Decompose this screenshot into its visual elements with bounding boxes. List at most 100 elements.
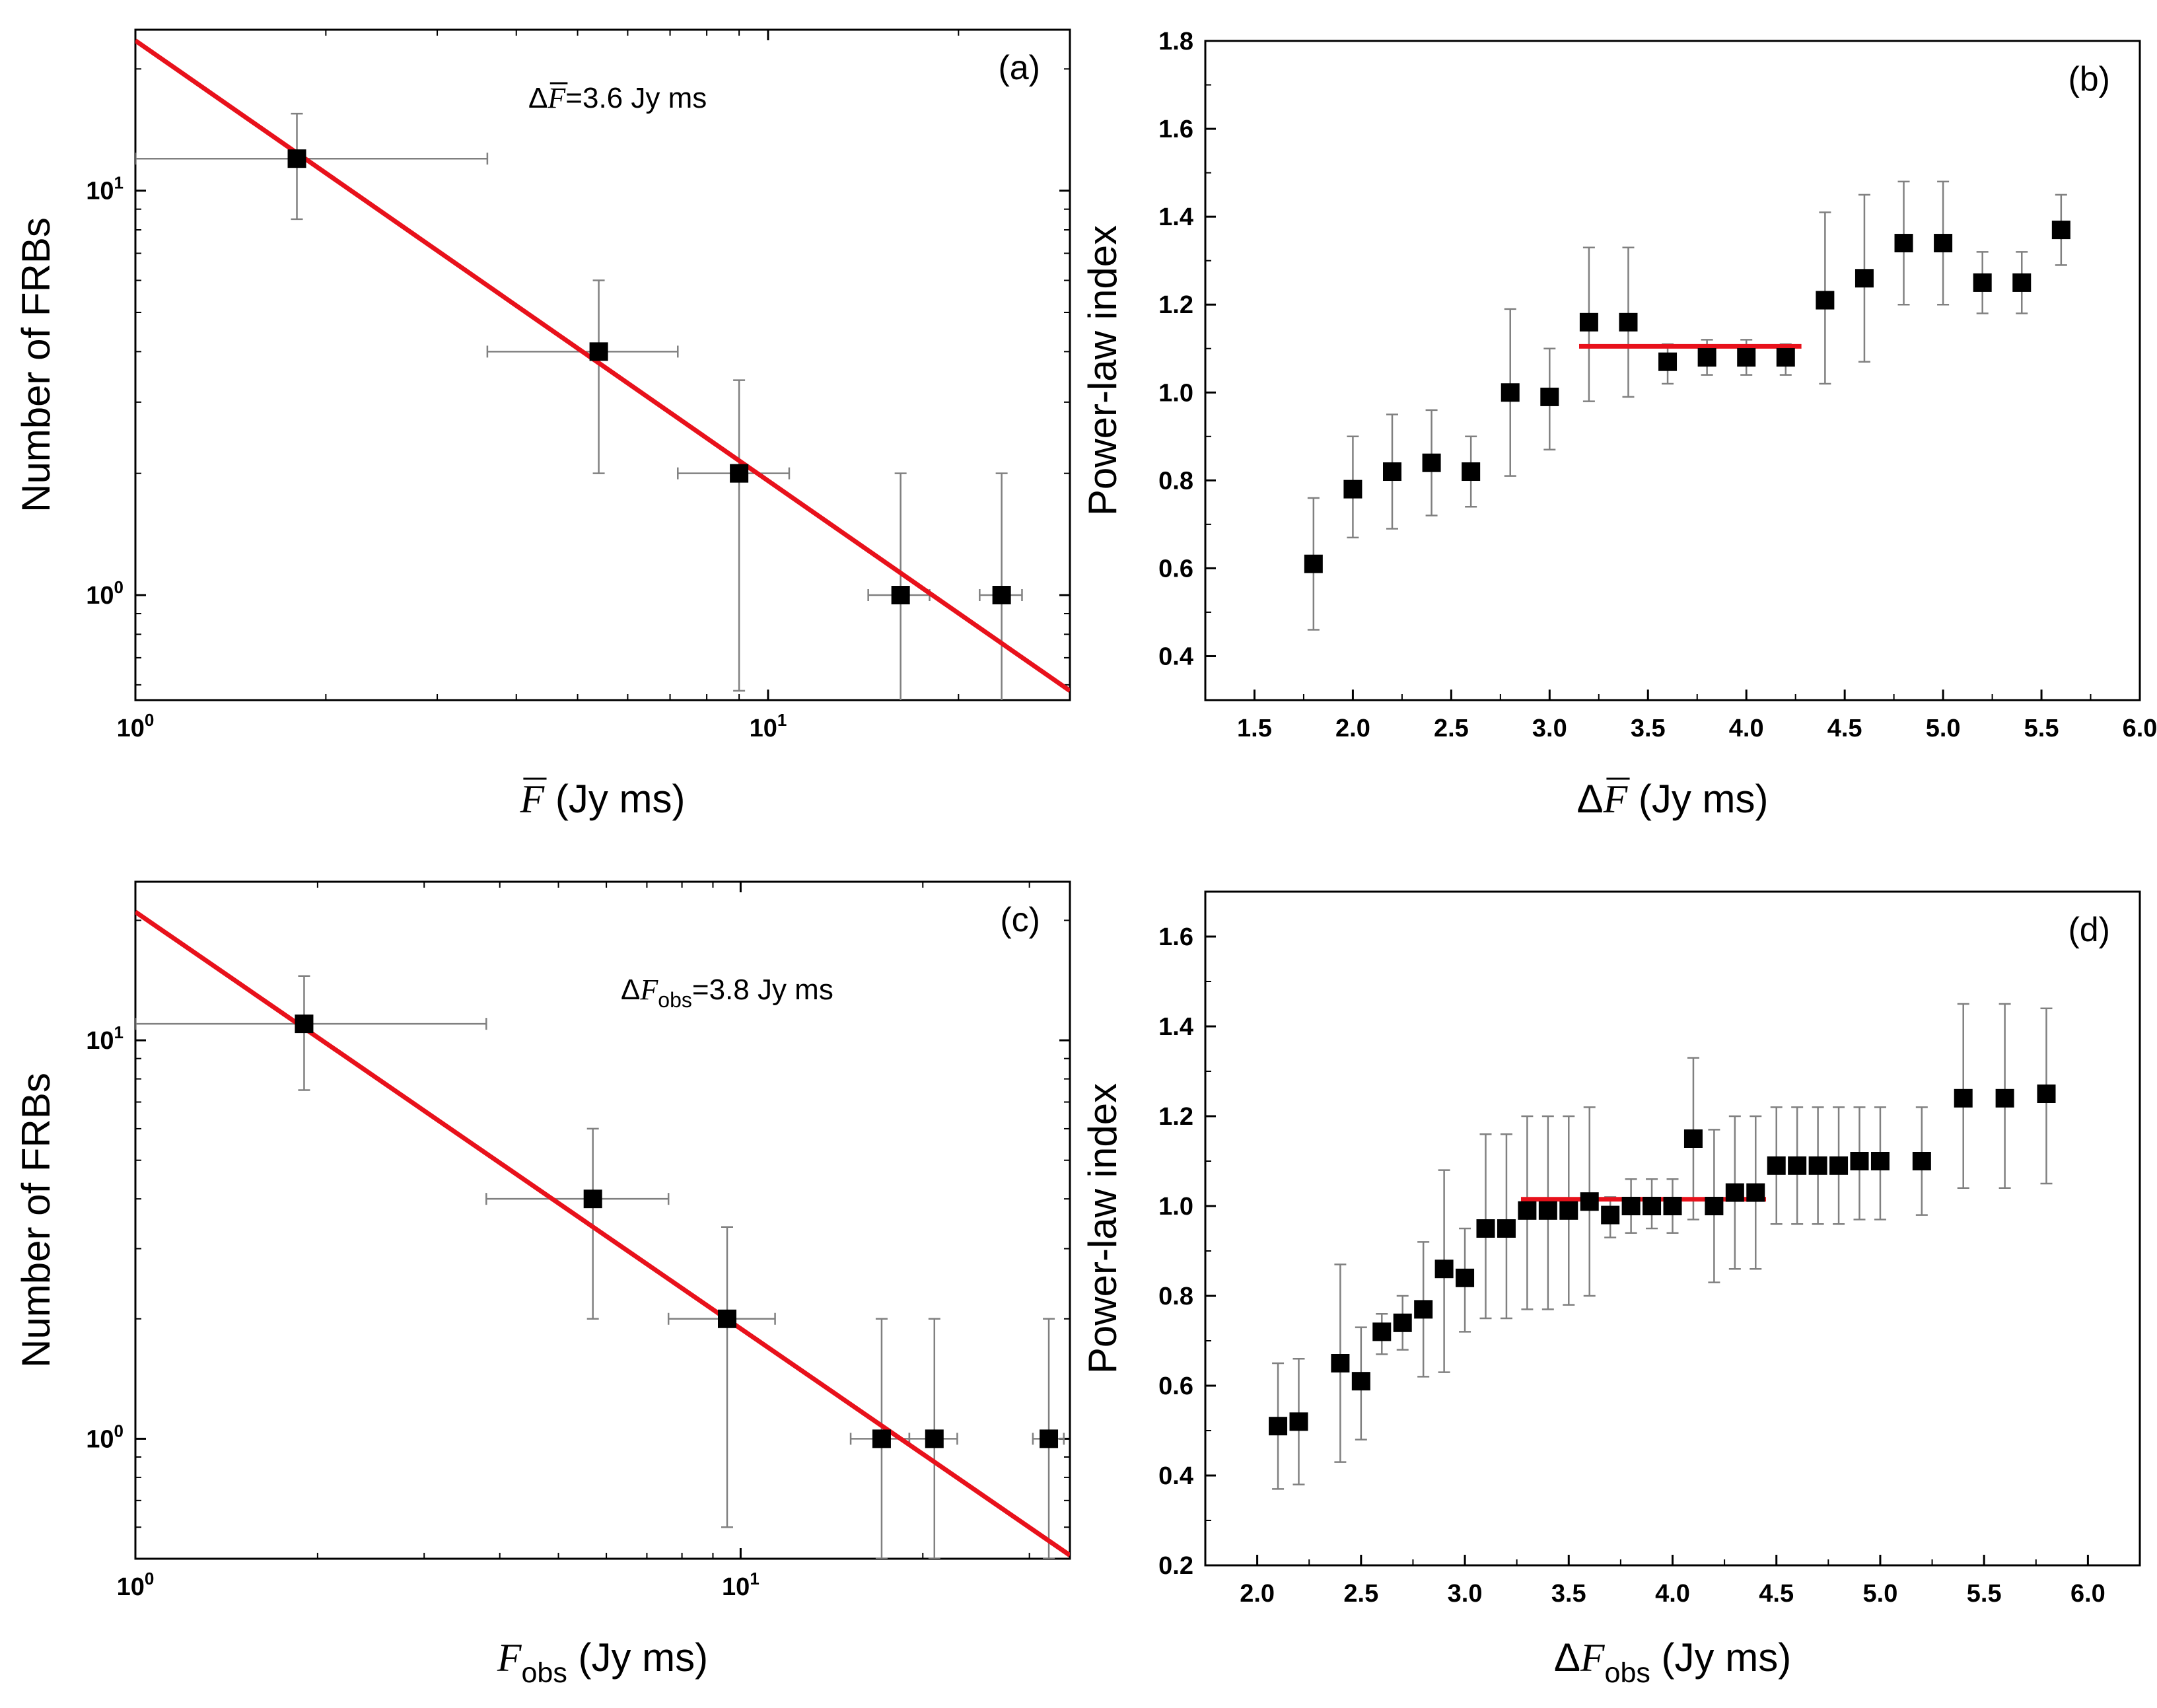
y-tick-label-exp: 0 bbox=[114, 1421, 124, 1441]
x-tick-label: 2.5 bbox=[1434, 715, 1469, 742]
panel-d: 2.0 2.5 3.0 3.5 4.0 4.5 5.0 5.5 6.0 0.2 0.4 0.6 0.8 1… bbox=[1080, 890, 2141, 1689]
y-tick-label-base: 1.8 bbox=[1158, 28, 1193, 55]
y-tick-label-base: 0.8 bbox=[1158, 467, 1193, 495]
data-point bbox=[589, 342, 608, 361]
x-tick-label-base: 5.0 bbox=[1863, 1580, 1898, 1608]
data-point bbox=[2037, 1085, 2056, 1103]
data-point bbox=[1725, 1183, 1744, 1202]
x-tick-label: 4.0 bbox=[1729, 715, 1764, 742]
data-point bbox=[891, 586, 910, 605]
fit-line bbox=[135, 909, 1070, 1557]
data-point bbox=[1954, 1088, 1973, 1108]
data-point bbox=[1372, 1322, 1392, 1341]
y-tick-label: 100 bbox=[86, 1421, 124, 1453]
y-tick-label-base: 0.4 bbox=[1158, 1462, 1193, 1490]
data-point bbox=[1580, 1192, 1599, 1211]
y-tick-label-base: 1.4 bbox=[1158, 203, 1193, 231]
annotation: ΔF=3.6 Jy ms bbox=[528, 82, 707, 114]
y-tick-label: 0.6 bbox=[1158, 1372, 1193, 1400]
x-tick-label: 101 bbox=[750, 710, 787, 742]
error-bar bbox=[667, 1226, 776, 1528]
x-tick-label: 101 bbox=[722, 1569, 760, 1601]
data-point bbox=[1434, 1260, 1454, 1279]
x-tick-label: 5.5 bbox=[2024, 715, 2059, 742]
data-point bbox=[1289, 1412, 1308, 1431]
data-point bbox=[1995, 1088, 2014, 1108]
x-tick-label-base: 4.0 bbox=[1729, 715, 1764, 742]
x-axis-label-var: F bbox=[520, 777, 546, 821]
data-point bbox=[1501, 383, 1520, 402]
x-axis-label: ΔF (Jy ms) bbox=[1576, 777, 1768, 821]
data-point bbox=[1658, 352, 1678, 371]
x-tick-label: 2.5 bbox=[1343, 1580, 1378, 1608]
x-axis-label: F (Jy ms) bbox=[520, 777, 686, 821]
x-tick-label-exp: 1 bbox=[750, 1569, 759, 1588]
x-tick-label-base: 5.5 bbox=[1967, 1580, 2002, 1608]
x-tick-label-base: 6.0 bbox=[2070, 1580, 2105, 1608]
y-tick-label-exp: 1 bbox=[114, 173, 124, 193]
x-tick-label-base: 3.0 bbox=[1532, 715, 1567, 742]
data-point bbox=[1601, 1205, 1620, 1225]
data-point bbox=[295, 1014, 314, 1034]
y-tick-label-base: 10 bbox=[86, 178, 114, 205]
y-tick-label: 1.2 bbox=[1158, 291, 1193, 319]
x-tick-label-base: 3.5 bbox=[1631, 715, 1666, 742]
x-tick-label-base: 2.5 bbox=[1434, 715, 1469, 742]
y-tick-label: 0.8 bbox=[1158, 1283, 1193, 1310]
data-point bbox=[1663, 1197, 1682, 1215]
x-tick-label-base: 4.5 bbox=[1759, 1580, 1794, 1608]
data-point bbox=[872, 1429, 891, 1448]
y-tick-label-base: 1.2 bbox=[1158, 291, 1193, 319]
y-axis-label: Number of FRBs bbox=[14, 1073, 58, 1368]
data-point bbox=[992, 586, 1011, 605]
y-tick-label-base: 10 bbox=[86, 582, 114, 610]
y-axis-label: Number of FRBs bbox=[14, 217, 58, 513]
y-tick-label: 0.4 bbox=[1158, 1462, 1193, 1490]
data-point bbox=[1579, 312, 1598, 332]
x-axis-label-prefix: Δ bbox=[1554, 1635, 1580, 1680]
data-point bbox=[1870, 1152, 1890, 1170]
y-tick-label-base: 1.6 bbox=[1158, 923, 1193, 951]
panel-label: (d) bbox=[2068, 911, 2110, 949]
data-point bbox=[1462, 462, 1481, 481]
data-point bbox=[1850, 1152, 1869, 1170]
annotation-prefix: Δ bbox=[528, 82, 548, 114]
data-point bbox=[1331, 1354, 1350, 1372]
data-point bbox=[287, 149, 306, 168]
x-axis-label-var: F bbox=[497, 1636, 522, 1680]
x-tick-label: 3.0 bbox=[1448, 1580, 1483, 1608]
x-tick-label: 2.0 bbox=[1240, 1580, 1275, 1608]
data-point bbox=[1343, 480, 1362, 499]
data-point bbox=[1683, 1129, 1703, 1148]
y-tick-label-base: 1.2 bbox=[1158, 1103, 1193, 1131]
x-axis-label: ΔFobs (Jy ms) bbox=[1554, 1635, 1791, 1689]
x-tick-label: 4.5 bbox=[1759, 1580, 1794, 1608]
y-tick-label-exp: 1 bbox=[114, 1022, 124, 1042]
y-tick-label-base: 1.6 bbox=[1158, 116, 1193, 143]
data-point bbox=[1269, 1417, 1288, 1436]
y-tick-label-base: 0.2 bbox=[1158, 1552, 1193, 1580]
x-tick-label: 1.5 bbox=[1237, 715, 1272, 742]
y-tick-label-base: 0.8 bbox=[1158, 1283, 1193, 1310]
data-point bbox=[1788, 1156, 1807, 1175]
x-axis-label-sub: obs bbox=[1605, 1657, 1650, 1689]
error-bar bbox=[677, 379, 791, 692]
x-axis-label-var: F bbox=[1603, 777, 1629, 821]
annotation-unit: =3.6 Jy ms bbox=[565, 82, 707, 114]
y-tick-label: 1.6 bbox=[1158, 116, 1193, 143]
x-tick-label: 5.0 bbox=[1926, 715, 1961, 742]
x-tick-label-exp: 1 bbox=[777, 710, 787, 730]
x-tick-label: 100 bbox=[117, 710, 155, 742]
y-tick-label-base: 1.0 bbox=[1158, 379, 1193, 407]
data-point bbox=[1621, 1197, 1641, 1215]
data-point bbox=[1776, 348, 1795, 367]
data-point bbox=[1422, 453, 1441, 472]
x-axis-label-unit: (Jy ms) bbox=[1627, 777, 1768, 821]
data-point bbox=[1894, 234, 1913, 253]
y-tick-label-base: 1.4 bbox=[1158, 1013, 1193, 1041]
x-tick-label-base: 10 bbox=[117, 715, 145, 742]
x-tick-label-base: 2.0 bbox=[1240, 1580, 1275, 1608]
y-tick-label: 1.0 bbox=[1158, 379, 1193, 407]
data-point bbox=[1973, 273, 1992, 292]
y-tick-label: 1.4 bbox=[1158, 1013, 1193, 1041]
